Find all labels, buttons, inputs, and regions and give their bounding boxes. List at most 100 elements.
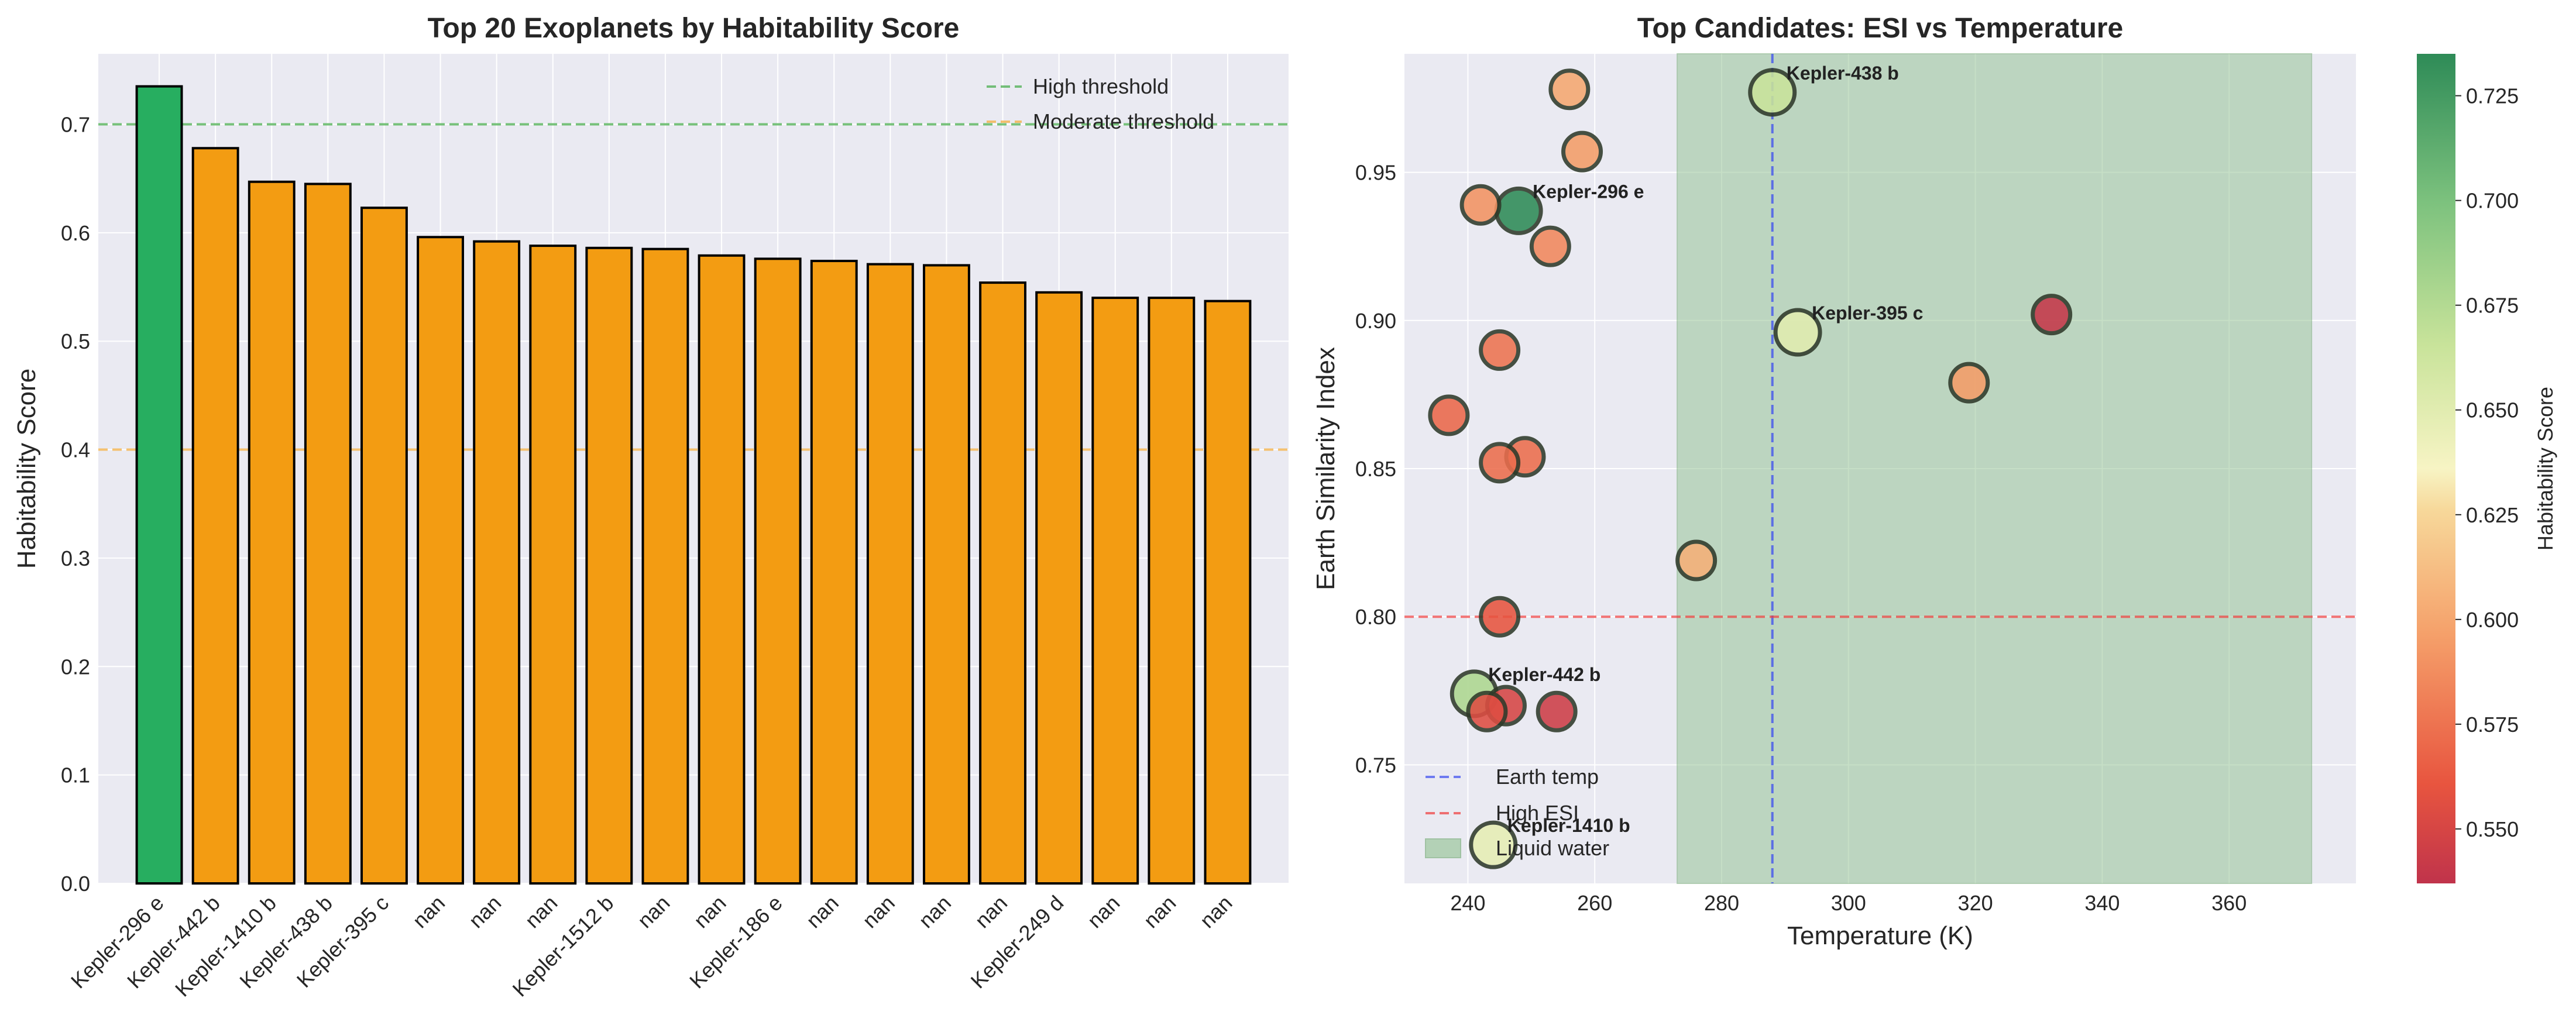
bar <box>698 254 746 885</box>
scatter-reference-lines <box>1404 54 2356 883</box>
bar <box>135 85 183 885</box>
scatter-x-tick-label: 240 <box>1450 891 1485 915</box>
bar <box>529 245 577 885</box>
scatter-y-tick-label: 0.85 <box>1355 457 1396 481</box>
scatter-point <box>1479 329 1521 371</box>
scatter-y-axis-label: Earth Similarity Index <box>1311 347 1340 590</box>
bar <box>754 257 802 885</box>
bar-x-tick-label: nan <box>408 891 449 933</box>
scatter-x-tick-label: 320 <box>1958 891 1993 915</box>
scatter-point <box>1536 690 1578 732</box>
legend-high-threshold-label: High threshold <box>1033 74 1169 98</box>
bar <box>417 236 464 885</box>
scatter-legend: Earth temp High ESI Liquid water <box>1425 765 1609 860</box>
scatter-y-tick-label: 0.75 <box>1355 753 1396 777</box>
bar-x-tick-label: nan <box>520 891 562 933</box>
bar <box>641 247 689 885</box>
colorbar-tick-label: 0.725 <box>2466 84 2519 108</box>
bar <box>473 240 521 885</box>
scatter-point-label: Kepler-395 c <box>1812 302 1923 324</box>
scatter-point <box>1428 394 1470 436</box>
scatter-point <box>1748 68 1797 117</box>
bar-x-tick-label: nan <box>914 891 956 933</box>
scatter-point-label: Kepler-1410 b <box>1507 815 1630 836</box>
scatter-point <box>1548 68 1591 111</box>
bar-threshold-lines <box>98 123 1289 451</box>
legend-moderate-threshold-label: Moderate threshold <box>1033 109 1214 133</box>
bar-legend: High threshold Moderate threshold <box>987 74 1214 133</box>
colorbar-ticks: 0.550 0.575 0.600 0.625 0.650 0.675 0.700 0.725 <box>2455 84 2519 841</box>
scatter-chart-title: Top Candidates: ESI vs Temperature <box>1637 13 2123 44</box>
bar-y-tick-label: 0.2 <box>61 655 90 679</box>
bar-marks <box>135 85 1252 885</box>
scatter-x-axis-label: Temperature (K) <box>1787 921 1973 950</box>
bar <box>923 264 970 885</box>
scatter-y-tick-label: 0.90 <box>1355 309 1396 333</box>
colorbar-tick-label: 0.650 <box>2466 398 2519 422</box>
colorbar-tick-label: 0.625 <box>2466 503 2519 527</box>
bar <box>248 180 296 885</box>
scatter-x-tick-label: 280 <box>1704 891 1739 915</box>
bar-y-tick-labels: 0.0 0.1 0.2 0.3 0.4 0.5 0.6 0.7 <box>61 112 90 896</box>
scatter-point <box>1948 362 1990 404</box>
bar <box>360 207 408 885</box>
bar-x-tick-label: nan <box>689 891 730 933</box>
bar <box>1035 291 1083 885</box>
colorbar-tick-label: 0.675 <box>2466 294 2519 318</box>
bar-chart-title: Top 20 Exoplanets by Habitability Score <box>428 13 960 44</box>
scatter-y-tick-label: 0.80 <box>1355 605 1396 629</box>
scatter-x-tick-label: 300 <box>1831 891 1866 915</box>
scatter-point <box>1675 539 1718 582</box>
scatter-point <box>1466 690 1508 732</box>
bar-x-tick-label: Kepler-1512 b <box>508 891 619 1002</box>
scatter-x-tick-label: 260 <box>1577 891 1612 915</box>
colorbar-tick-label: 0.600 <box>2466 608 2519 632</box>
scatter-point <box>1561 130 1603 173</box>
bar-x-tick-label: nan <box>858 891 899 933</box>
bar-y-tick-label: 0.0 <box>61 872 90 896</box>
bar <box>191 147 239 885</box>
colorbar-label: Habitability Score <box>2533 387 2557 551</box>
bar-x-tick-label: nan <box>801 891 843 933</box>
colorbar-tick-label: 0.575 <box>2466 713 2519 737</box>
bar-y-tick-label: 0.5 <box>61 329 90 353</box>
bar <box>1148 297 1196 885</box>
legend-high-esi-label: High ESI <box>1496 801 1579 825</box>
bar-plot-area <box>98 54 1289 883</box>
bar-x-tick-label: nan <box>1083 891 1124 933</box>
scatter-point <box>1469 820 1518 869</box>
scatter-point-label: Kepler-442 b <box>1488 664 1600 685</box>
scatter-point <box>1479 442 1521 484</box>
bar-y-tick-label: 0.6 <box>61 221 90 245</box>
colorbar-tick-label: 0.700 <box>2466 189 2519 213</box>
scatter-point <box>1529 225 1571 267</box>
scatter-point-label: Kepler-296 e <box>1533 181 1644 202</box>
scatter-point <box>2031 294 2073 336</box>
scatter-point <box>1479 596 1521 638</box>
colorbar-gradient <box>2417 54 2455 883</box>
scatter-point-label: Kepler-438 b <box>1787 63 1899 84</box>
scatter-chart-panel: Kepler-438 b Kepler-296 e Kepler-395 c Kepl… <box>1311 13 2557 950</box>
bar <box>866 263 914 885</box>
scatter-y-tick-label: 0.95 <box>1355 161 1396 185</box>
bar-x-tick-label: nan <box>970 891 1012 933</box>
legend-liquid-water-label: Liquid water <box>1496 836 1609 860</box>
colorbar-tick-label: 0.550 <box>2466 817 2519 841</box>
scatter-point <box>1459 184 1502 226</box>
bar <box>585 246 633 885</box>
scatter-x-tick-label: 360 <box>2211 891 2247 915</box>
colorbar: 0.550 0.575 0.600 0.625 0.650 0.675 0.700 0.725… <box>2417 54 2557 883</box>
scatter-points: Kepler-438 b Kepler-296 e Kepler-395 c Kepl… <box>1428 63 2073 869</box>
scatter-point <box>1773 308 1822 357</box>
bar-x-tick-label: nan <box>464 891 506 933</box>
bar-y-tick-label: 0.4 <box>61 438 90 462</box>
legend-earth-temp-label: Earth temp <box>1496 765 1599 789</box>
bar-y-tick-label: 0.7 <box>61 112 90 136</box>
bar-x-tick-label: nan <box>633 891 674 933</box>
bar <box>1091 297 1139 885</box>
bar <box>979 281 1026 885</box>
bar-chart-panel: 0.0 0.1 0.2 0.3 0.4 0.5 0.6 0.7 Kepler-296 eKep… <box>12 13 1289 1002</box>
scatter-x-tick-label: 340 <box>2084 891 2120 915</box>
